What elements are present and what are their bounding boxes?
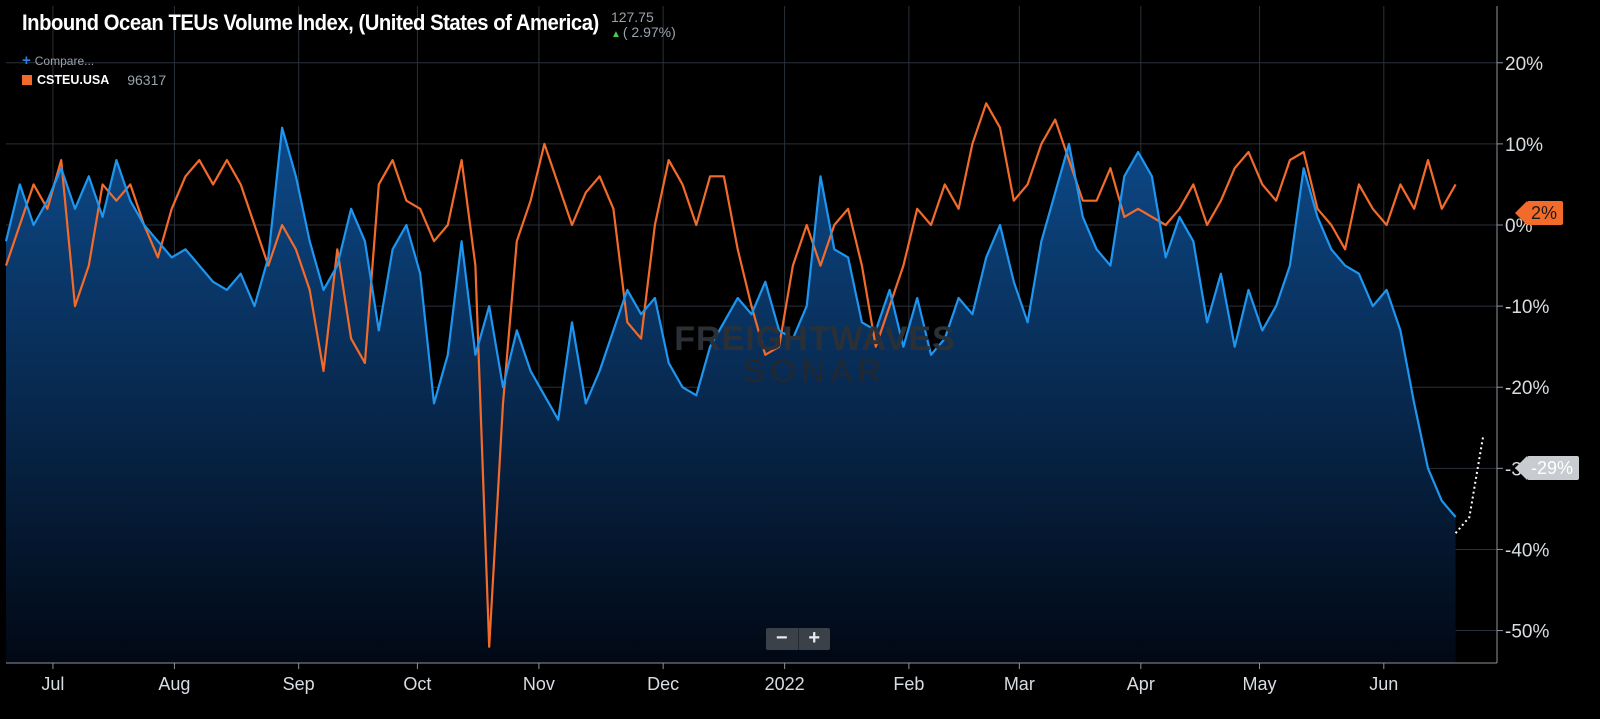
y-tick-label: -10% (1505, 297, 1549, 318)
end-tag-orange: 2% (1514, 201, 1564, 225)
y-tick-label: -50% (1505, 622, 1549, 643)
zoom-controls: − + (766, 628, 830, 650)
compare-button[interactable]: + Compare... (22, 52, 94, 69)
plus-icon: + (22, 52, 31, 69)
compare-label: Compare... (34, 54, 95, 68)
y-tick-label: -40% (1505, 540, 1549, 561)
zoom-divider (797, 628, 799, 650)
blue-series-line (4, 126, 1457, 518)
x-tick-label: Oct (403, 674, 431, 694)
zoom-in-button[interactable]: + (808, 627, 821, 649)
series-name: CSTEU.USA (37, 73, 110, 87)
x-tick-label: May (1243, 674, 1277, 694)
x-tick-label: Dec (647, 674, 679, 694)
x-tick-label: Nov (523, 674, 555, 694)
x-tick-label: 2022 (765, 674, 805, 694)
series-swatch (22, 75, 32, 85)
change-percent: ( 2.97%) (622, 24, 676, 40)
quote-block: 127.75 ▲( 2.97%) (611, 10, 676, 42)
series-value: 96317 (127, 72, 167, 88)
x-tick-label: Jul (41, 674, 64, 694)
blue-series-projection (1454, 435, 1485, 534)
change-value: ▲( 2.97%) (611, 25, 676, 42)
blue-series-area (6, 127, 1456, 663)
series-lines (4, 102, 1485, 648)
orange-series-line (4, 102, 1457, 648)
y-tick-label: 20% (1505, 54, 1543, 75)
x-tick-label: Jun (1369, 674, 1398, 694)
y-tick-label: -20% (1505, 378, 1549, 399)
x-tick-label: Feb (893, 674, 924, 694)
x-tick-label: Apr (1127, 674, 1155, 694)
zoom-out-button[interactable]: − (775, 627, 788, 649)
end-tag-blue: -29% (1514, 456, 1580, 480)
series-legend[interactable]: CSTEU.USA 96317 (22, 72, 166, 88)
x-tick-label: Sep (283, 674, 315, 694)
chart-title: Inbound Ocean TEUs Volume Index, (United… (22, 10, 599, 35)
x-tick-label: Mar (1004, 674, 1035, 694)
up-arrow-icon: ▲ (610, 29, 621, 40)
y-tick-label: 10% (1505, 135, 1543, 156)
x-tick-label: Aug (158, 674, 190, 694)
chart-header: Inbound Ocean TEUs Volume Index, (United… (22, 10, 676, 42)
last-value: 127.75 (610, 9, 654, 25)
series-area-fill (6, 127, 1456, 663)
